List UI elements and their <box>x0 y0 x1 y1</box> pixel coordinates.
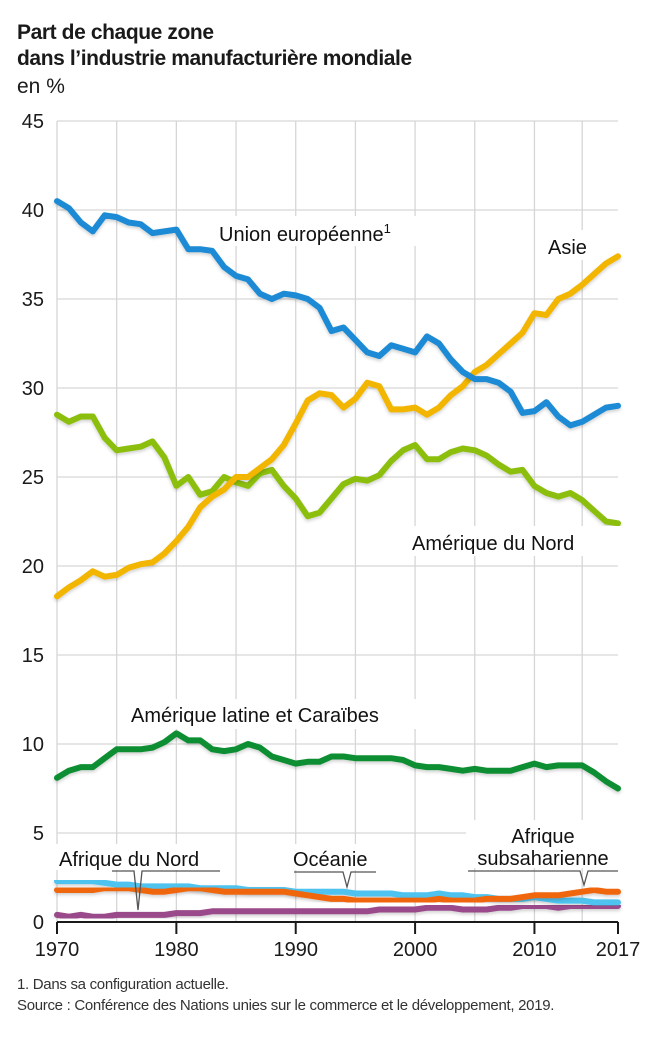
y-tick-label: 35 <box>22 289 44 311</box>
y-tick-label: 20 <box>22 556 44 578</box>
chart-title: Part de chaque zone dans l’industrie man… <box>17 20 412 72</box>
pointer-oceanie <box>294 871 376 890</box>
x-tick-label: 1990 <box>273 939 318 961</box>
series-line-afrique-du-nord <box>54 903 621 920</box>
label-amerique-du-nord: Amérique du Nord <box>412 533 574 555</box>
series-line-asie <box>54 253 621 600</box>
y-axis-unit: en % <box>17 75 65 98</box>
y-tick-label: 10 <box>22 734 44 756</box>
series-line-afrique-subsaharienne <box>54 885 621 904</box>
label-background-afrique-nord <box>55 844 227 870</box>
horizontal-gridlines <box>57 120 618 834</box>
label-background-amerique-nord <box>408 526 640 556</box>
label-background-eu <box>215 216 428 246</box>
y-tick-label: 0 <box>33 912 44 934</box>
label-oceanie: Océanie <box>293 849 368 871</box>
y-tick-label: 30 <box>22 378 44 400</box>
chart-title-line1: Part de chaque zone <box>17 21 214 44</box>
pointer-afrique-du-nord <box>112 870 220 911</box>
label-afrique-du-nord: Afrique du Nord <box>59 849 199 871</box>
footnotes: 1. Dans sa configuration actuelle. Sourc… <box>17 974 554 1016</box>
series-line-union-europeenne <box>54 198 621 429</box>
series-lines <box>54 198 621 920</box>
label-afrique-subsaharienne-line2: subsaharienne <box>477 848 608 870</box>
y-tick-label: 25 <box>22 467 44 489</box>
series-line-amerique-latine-et-caraibes <box>54 730 621 792</box>
y-axis-tick-labels: 0 5 10 15 20 25 30 35 40 45 <box>22 111 44 934</box>
x-tick-label: 1970 <box>35 939 80 961</box>
footnote-marker: 1 <box>384 221 391 236</box>
x-axis <box>56 921 619 934</box>
label-background-afrique-subsaharienne <box>466 820 620 868</box>
label-union-europeenne-text: Union européenne <box>219 224 384 246</box>
series-labels: Union européenne1 Asie Amérique du Nord … <box>55 216 640 911</box>
y-tick-label: 15 <box>22 645 44 667</box>
label-asie: Asie <box>548 237 587 259</box>
label-background-oceanie <box>290 844 382 870</box>
footnote-1: 1. Dans sa configuration actuelle. <box>17 976 229 993</box>
x-tick-label: 2000 <box>393 939 438 961</box>
y-tick-label: 5 <box>33 823 44 845</box>
label-background-asie <box>544 230 598 260</box>
source-note: Source : Conférence des Nations unies su… <box>17 997 555 1014</box>
series-line-amerique-du-nord <box>54 411 621 527</box>
label-amerique-latine-caraibes: Amérique latine et Caraïbes <box>131 705 379 727</box>
pointer-afrique-subsaharienne <box>468 870 618 888</box>
x-tick-label: 2010 <box>512 939 557 961</box>
label-background-amerique-latine <box>127 699 427 729</box>
label-union-europeenne: Union européenne1 <box>219 221 391 246</box>
x-tick-label: 2017 <box>596 939 641 961</box>
x-tick-label: 1980 <box>154 939 199 961</box>
vertical-gridlines <box>56 121 583 922</box>
label-afrique-subsaharienne-line1: Afrique <box>511 826 574 848</box>
y-tick-label: 45 <box>22 111 44 133</box>
chart-title-line2: dans l’industrie manufacturière mondiale <box>17 47 412 70</box>
x-axis-tick-labels: 1970 1980 1990 2000 2010 2017 <box>35 939 641 961</box>
y-tick-label: 40 <box>22 200 44 222</box>
